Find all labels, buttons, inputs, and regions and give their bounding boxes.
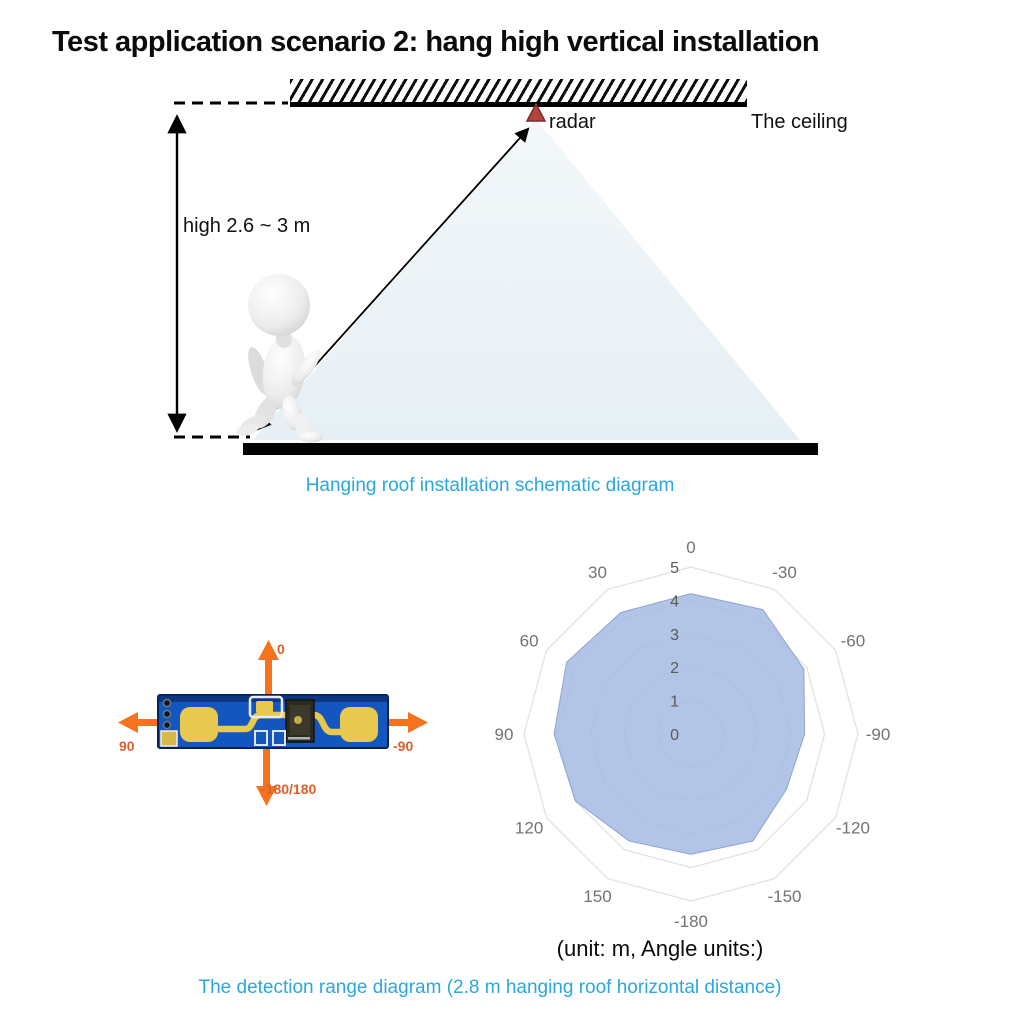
angle-label--90: -90 — [866, 725, 891, 744]
module-angle-label-180: -180/180 — [261, 781, 317, 797]
module-angle-label-m90: -90 — [393, 738, 414, 754]
led-component — [248, 695, 284, 719]
height-label: high 2.6 ~ 3 m — [183, 215, 311, 237]
angle-label-60: 60 — [520, 632, 539, 651]
schematic-caption: Hanging roof installation schematic diag… — [305, 475, 675, 496]
angle-label-0: 0 — [686, 538, 695, 557]
module-angle-label-90: 90 — [119, 738, 135, 754]
angle-label-30: 30 — [588, 563, 607, 582]
antenna-patch-right — [340, 707, 378, 742]
arrow-up-shaft — [265, 656, 272, 698]
radial-tick-label-3: 3 — [670, 627, 679, 644]
installation-schematic — [167, 101, 818, 455]
detection-range-polar-chart: 0 -30 -60 -90 -120 -150 -180 150 120 90 60 30 0 1 2 3 4 5 — [495, 538, 891, 931]
angle-label-120: 120 — [515, 819, 543, 838]
detection-range-polygon — [553, 593, 806, 855]
radial-tick-label-5: 5 — [670, 560, 679, 577]
angle-label--60: -60 — [841, 632, 866, 651]
person-figure — [236, 274, 323, 443]
radial-tick-label-0: 0 — [670, 727, 679, 744]
detection-cone — [253, 119, 800, 440]
chart-caption: The detection range diagram (2.8 m hangi… — [198, 977, 782, 998]
angle-label--30: -30 — [772, 563, 797, 582]
smd-component-1 — [254, 730, 268, 746]
arrow-down-shaft — [263, 746, 270, 790]
orientation-arrows — [118, 640, 428, 806]
ceiling-hatch — [290, 79, 747, 107]
angle-label-150: 150 — [583, 887, 611, 906]
arrow-left-head — [118, 712, 138, 733]
radar-label: radar — [549, 111, 596, 133]
radar-module-diagram — [118, 640, 428, 806]
angle-label--180: -180 — [674, 912, 708, 931]
arrow-down-head — [256, 786, 277, 806]
floor-bar — [243, 443, 818, 455]
page-title: Test application scenario 2: hang high v… — [52, 26, 820, 58]
arrow-right-shaft — [386, 719, 410, 726]
pcb-board — [157, 694, 389, 749]
arrow-up-head — [258, 640, 279, 660]
angle-label-90: 90 — [495, 725, 514, 744]
ceiling-label: The ceiling — [751, 111, 848, 133]
angle-label--120: -120 — [836, 819, 870, 838]
radial-tick-label-4: 4 — [670, 593, 679, 610]
antenna-patch-left — [180, 707, 218, 742]
module-angle-label-0: 0 — [277, 641, 285, 657]
radial-tick-label-2: 2 — [670, 660, 679, 677]
chart-unit-note: (unit: m, Angle units:) — [556, 936, 764, 961]
arrow-left-shaft — [136, 719, 160, 726]
radar-icon — [525, 102, 547, 122]
connector-component — [160, 730, 178, 747]
angle-label--150: -150 — [767, 887, 801, 906]
smd-component-2 — [272, 730, 286, 746]
grid-ring-5 — [523, 566, 859, 902]
radial-tick-label-1: 1 — [670, 694, 679, 711]
arrow-right-head — [408, 712, 428, 733]
